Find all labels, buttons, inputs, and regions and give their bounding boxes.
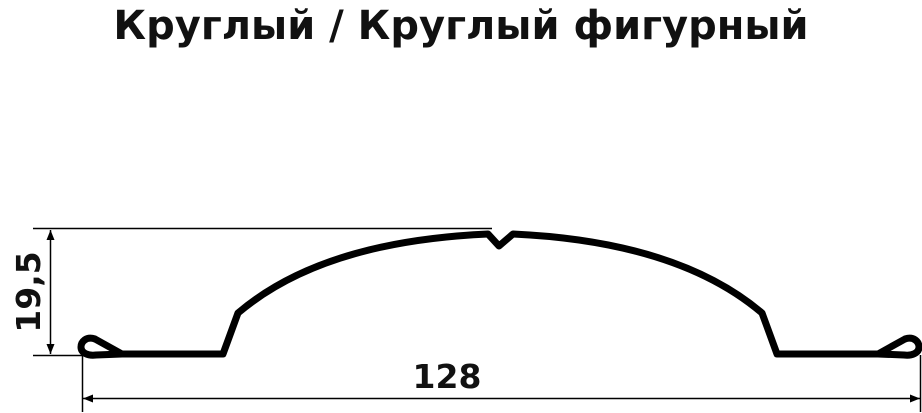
height-dimension-label: 19,5 (9, 251, 48, 332)
width-dimension-label: 128 (413, 357, 482, 396)
profile-shape (77, 230, 922, 359)
page-title: Круглый / Круглый фигурный (113, 3, 809, 49)
